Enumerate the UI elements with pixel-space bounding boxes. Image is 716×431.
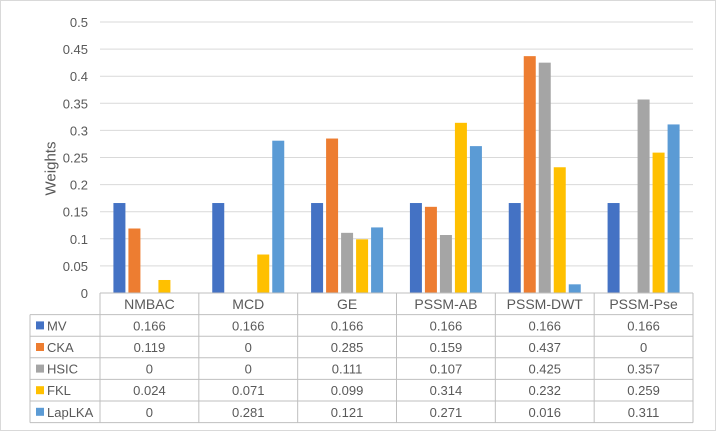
bar-cka-nmbac bbox=[128, 228, 141, 293]
bar-mv-pssm-pse bbox=[607, 203, 620, 293]
table-cell-value: 0.166 bbox=[133, 318, 166, 333]
x-category-label: PSSM-DWT bbox=[507, 296, 584, 312]
table-cell-value: 0 bbox=[245, 340, 252, 355]
table-cell-value: 0.285 bbox=[331, 340, 364, 355]
bar-mv-mcd bbox=[212, 203, 225, 293]
bar-fkl-mcd bbox=[257, 254, 270, 293]
bar-laplka-mcd bbox=[272, 140, 285, 293]
y-tick-label: 0.4 bbox=[70, 69, 88, 84]
bar-hsic-pssm-pse bbox=[637, 99, 650, 293]
table-cell-value: 0.437 bbox=[528, 340, 561, 355]
legend-key-fkl bbox=[36, 386, 44, 395]
bar-cka-ge bbox=[326, 138, 339, 293]
table-cell-value: 0.259 bbox=[627, 383, 660, 398]
legend-key-hsic bbox=[36, 364, 44, 373]
legend-key-cka bbox=[36, 343, 44, 351]
x-category-label: NMBAC bbox=[124, 296, 175, 312]
table-cell-value: 0.314 bbox=[430, 383, 463, 398]
table-cell-value: 0.016 bbox=[528, 405, 561, 420]
bar-mv-ge bbox=[311, 203, 324, 293]
bar-fkl-pssm-ab bbox=[454, 122, 467, 293]
y-tick-label: 0.25 bbox=[63, 151, 88, 166]
table-cell-value: 0.166 bbox=[232, 318, 265, 333]
table-cell-value: 0.071 bbox=[232, 383, 265, 398]
table-cell-value: 0.425 bbox=[528, 362, 561, 377]
bar-hsic-pssm-ab bbox=[439, 235, 452, 293]
table-cell-value: 0.357 bbox=[627, 362, 660, 377]
bar-mv-pssm-ab bbox=[409, 203, 422, 293]
y-tick-label: 0.2 bbox=[70, 178, 88, 193]
table-cell-value: 0.121 bbox=[331, 405, 364, 420]
table-cell-value: 0.281 bbox=[232, 405, 265, 420]
bar-mv-nmbac bbox=[113, 203, 126, 293]
table-cell-value: 0 bbox=[245, 362, 252, 377]
table-cell-value: 0.166 bbox=[331, 318, 364, 333]
bar-cka-pssm-ab bbox=[424, 206, 437, 293]
bar-fkl-ge bbox=[356, 239, 369, 293]
bar-mv-pssm-dwt bbox=[508, 203, 521, 293]
table-cell-value: 0.271 bbox=[430, 405, 463, 420]
legend-label-cka: CKA bbox=[47, 340, 74, 355]
x-category-label: MCD bbox=[232, 296, 264, 312]
bar-hsic-pssm-dwt bbox=[538, 62, 551, 294]
table-cell-value: 0.107 bbox=[430, 362, 463, 377]
y-tick-label: 0.15 bbox=[63, 205, 88, 220]
bar-cka-pssm-dwt bbox=[523, 56, 536, 294]
table-cell-value: 0.024 bbox=[133, 383, 166, 398]
table-cell-value: 0 bbox=[146, 405, 153, 420]
bar-laplka-pssm-pse bbox=[667, 124, 680, 293]
table-cell-value: 0 bbox=[146, 362, 153, 377]
bar-laplka-pssm-dwt bbox=[568, 284, 581, 293]
table-cell-value: 0.311 bbox=[628, 405, 660, 420]
legend-key-laplka bbox=[36, 407, 44, 416]
x-category-label: PSSM-Pse bbox=[609, 296, 678, 312]
table-cell-value: 0.166 bbox=[528, 318, 561, 333]
y-tick-label: 0.45 bbox=[63, 42, 88, 57]
table-cell-value: 0.119 bbox=[134, 340, 166, 355]
table-cell-value: 0.166 bbox=[430, 318, 463, 333]
bar-fkl-pssm-dwt bbox=[553, 167, 566, 293]
bar-laplka-pssm-ab bbox=[469, 146, 482, 293]
table-cell-value: 0.111 bbox=[332, 362, 363, 377]
table-cell-value: 0.166 bbox=[627, 318, 660, 333]
table-cell-value: 0.159 bbox=[430, 340, 463, 355]
y-tick-label: 0.1 bbox=[70, 232, 88, 247]
legend-label-mv: MV bbox=[47, 318, 67, 333]
bar-hsic-ge bbox=[341, 232, 354, 293]
legend-label-laplka: LapLKA bbox=[47, 405, 94, 420]
legend-key-mv bbox=[36, 321, 44, 330]
y-tick-label: 0.3 bbox=[70, 123, 88, 138]
y-tick-label: 0.35 bbox=[63, 96, 88, 111]
y-tick-label: 0 bbox=[81, 286, 88, 301]
table-cell-value: 0.232 bbox=[528, 383, 561, 398]
legend-label-fkl: FKL bbox=[47, 383, 71, 398]
table-cell-value: 0.099 bbox=[331, 383, 364, 398]
bar-fkl-nmbac bbox=[158, 279, 171, 293]
y-tick-label: 0.05 bbox=[63, 259, 88, 274]
x-category-label: GE bbox=[337, 296, 357, 312]
x-category-label: PSSM-AB bbox=[414, 296, 477, 312]
bar-laplka-ge bbox=[371, 227, 384, 293]
legend-label-hsic: HSIC bbox=[47, 362, 78, 377]
y-tick-label: 0.5 bbox=[70, 15, 88, 30]
bar-fkl-pssm-pse bbox=[652, 152, 665, 293]
table-cell-value: 0 bbox=[640, 340, 647, 355]
